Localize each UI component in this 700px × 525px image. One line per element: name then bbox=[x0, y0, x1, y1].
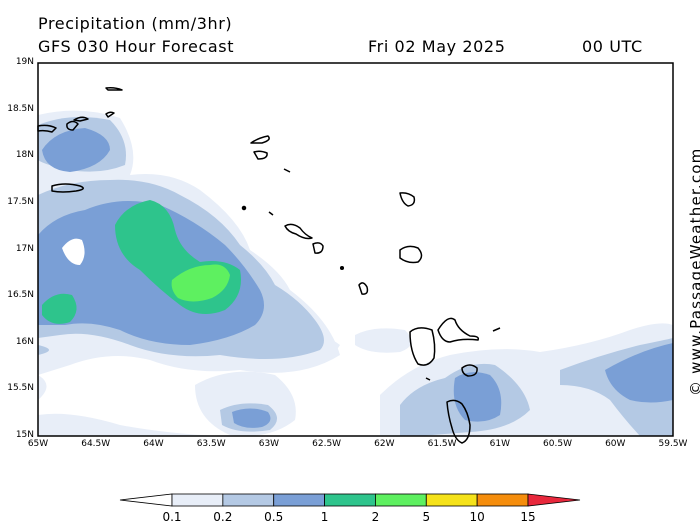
colorbar-cell bbox=[324, 493, 376, 507]
island-st-kitts-nevis bbox=[284, 223, 313, 240]
lat-label: 15.5N bbox=[7, 383, 34, 394]
colorbar bbox=[119, 493, 581, 507]
lat-label: 18.5N bbox=[7, 103, 34, 114]
island-st-barts bbox=[283, 168, 291, 173]
lon-label: 64W bbox=[143, 439, 164, 449]
colorbar-cell bbox=[476, 493, 529, 507]
lon-label: 64.5W bbox=[81, 439, 111, 449]
island-puerto-rico bbox=[37, 124, 57, 133]
colorbar-label: 15 bbox=[520, 510, 536, 524]
lat-label: 16.5N bbox=[7, 290, 34, 301]
lon-label: 65W bbox=[27, 439, 49, 449]
precip-layer bbox=[38, 110, 673, 436]
island-barbuda bbox=[399, 192, 416, 207]
colorbar-cell bbox=[273, 493, 325, 507]
island-vieques bbox=[66, 120, 79, 131]
colorbar-high-arrow bbox=[527, 493, 581, 507]
lon-label: 62.5W bbox=[312, 439, 342, 449]
lat-label: 15N bbox=[15, 430, 34, 440]
lon-label: 61.5W bbox=[427, 439, 457, 449]
colorbar-label: 2 bbox=[371, 510, 380, 524]
lat-label: 16N bbox=[15, 336, 34, 347]
island-st-croix bbox=[51, 183, 84, 193]
island-guadeloupe-east bbox=[437, 317, 480, 343]
lat-label: 19N bbox=[15, 57, 34, 67]
lon-label: 63W bbox=[258, 439, 280, 449]
forecast-date: Fri 02 May 2025 bbox=[368, 37, 506, 56]
island-anguilla bbox=[250, 135, 270, 144]
lon-label: 62W bbox=[374, 439, 395, 449]
colorbar-cell bbox=[425, 493, 478, 507]
island-montserrat bbox=[358, 282, 369, 295]
colorbar-label: 1 bbox=[320, 510, 329, 524]
precip-gaps bbox=[62, 238, 85, 265]
island-saba bbox=[241, 205, 247, 211]
colorbar-label: 0.1 bbox=[162, 510, 182, 524]
island-st-eustatius bbox=[268, 211, 274, 216]
forecast-label: GFS 030 Hour Forecast bbox=[38, 37, 235, 56]
island-redonda bbox=[339, 265, 345, 271]
colorbar-cell bbox=[171, 493, 224, 507]
island-st-martin bbox=[253, 150, 268, 160]
lon-label: 60W bbox=[605, 439, 626, 449]
chart-title: Precipitation (mm/3hr) bbox=[38, 14, 233, 33]
island-anegada bbox=[105, 111, 115, 118]
colorbar-low-arrow bbox=[119, 493, 173, 507]
colorbar-label: 0.2 bbox=[213, 510, 233, 524]
lon-label: 63.5W bbox=[196, 439, 226, 449]
lat-label: 17.5N bbox=[7, 196, 34, 207]
island-hispaniola-tip bbox=[105, 87, 123, 91]
precip-2 bbox=[171, 264, 230, 302]
credit-text: © www.PassageWeather.com bbox=[687, 147, 700, 396]
colorbar-label: 10 bbox=[469, 510, 485, 524]
colorbar-cell bbox=[222, 493, 275, 507]
island-guadeloupe-west bbox=[409, 327, 436, 366]
island-desirade bbox=[492, 327, 501, 332]
island-les-saintes bbox=[425, 377, 431, 381]
island-dominica bbox=[446, 399, 471, 444]
island-marie-galante bbox=[461, 364, 478, 377]
forecast-time: 00 UTC bbox=[582, 37, 643, 56]
lat-label: 17N bbox=[15, 243, 34, 254]
colorbar-label: 5 bbox=[422, 510, 431, 524]
island-antigua bbox=[399, 245, 423, 264]
lat-label: 18N bbox=[15, 150, 34, 161]
lon-label: 60.5W bbox=[543, 439, 572, 449]
island-culebra bbox=[73, 116, 89, 122]
lon-label: 59.5W bbox=[658, 439, 688, 449]
island-antigua-region bbox=[312, 242, 324, 254]
colorbar-cell bbox=[375, 493, 427, 507]
colorbar-label: 0.5 bbox=[264, 510, 284, 524]
coastlines bbox=[37, 87, 501, 444]
map-frame bbox=[37, 62, 674, 437]
lon-label: 61W bbox=[489, 439, 510, 449]
